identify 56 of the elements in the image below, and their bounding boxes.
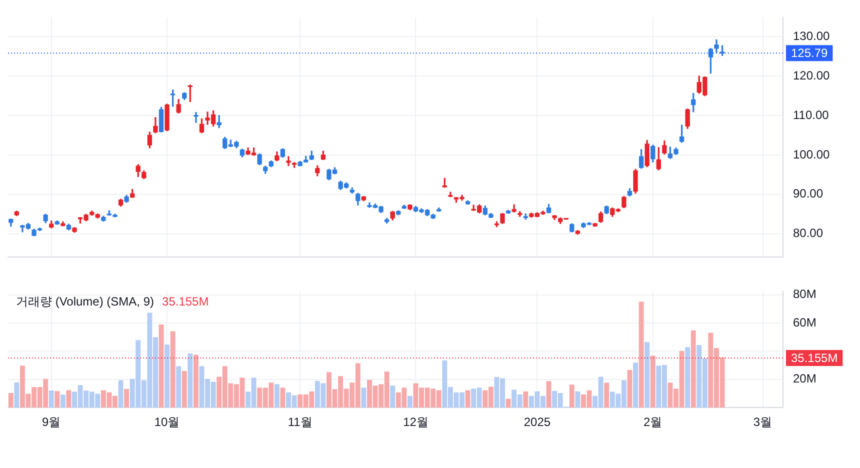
bar (158, 324, 164, 408)
y-tick-label: 20M (793, 372, 816, 386)
x-tick-label: 12월 (403, 415, 428, 430)
y-tick-label: 80M (793, 287, 816, 302)
bar (685, 347, 690, 408)
bar (188, 353, 193, 408)
bar (361, 388, 366, 408)
x-tick-label: 10월 (154, 415, 180, 430)
chart-title: 거래량 (Volume) (SMA, 9) (16, 294, 154, 309)
x-tick-label: 2월 (644, 415, 662, 430)
bar (124, 388, 130, 408)
bar (407, 396, 412, 408)
bar (274, 384, 280, 408)
bar (193, 354, 198, 408)
bar (638, 302, 644, 408)
x-tick-label: 9월 (42, 415, 61, 430)
bar (523, 391, 528, 408)
bar (604, 382, 610, 408)
ref-line-label: 35.155M (791, 350, 838, 365)
y-tick-label: 100.00 (793, 147, 830, 162)
y-tick-label: 130.00 (793, 28, 830, 43)
bar (633, 362, 638, 408)
bar (465, 390, 470, 408)
y-tick-label: 110.00 (793, 108, 830, 122)
x-tick-label: 2025 (524, 415, 551, 430)
bar (390, 386, 396, 408)
bar (690, 330, 696, 408)
bar (170, 331, 176, 408)
bar (118, 380, 124, 408)
bar (280, 388, 286, 408)
bar (8, 392, 14, 408)
bar (60, 394, 66, 408)
bar (546, 381, 552, 408)
y-tick-label: 120.00 (793, 68, 830, 82)
bar (650, 356, 656, 408)
bar (66, 390, 72, 408)
ref-line-label: 125.79 (791, 46, 828, 60)
y-tick-label: 60M (793, 315, 816, 330)
x-tick-label: 3월 (753, 415, 772, 430)
bar (176, 366, 182, 408)
bar (182, 370, 187, 408)
candlestick (286, 156, 291, 166)
bar (14, 382, 20, 408)
bar (48, 390, 54, 408)
bar (54, 391, 60, 408)
bar (569, 384, 574, 408)
text: 35.155M (162, 294, 209, 309)
bar (627, 370, 632, 408)
candlestick (194, 112, 198, 123)
x-tick-label: 11월 (288, 415, 312, 430)
bar (164, 344, 170, 408)
y-tick-label: 90.00 (793, 186, 824, 201)
bar (644, 342, 650, 408)
bar (506, 398, 511, 408)
bar (575, 391, 580, 408)
y-tick-label: 80.00 (793, 226, 824, 240)
